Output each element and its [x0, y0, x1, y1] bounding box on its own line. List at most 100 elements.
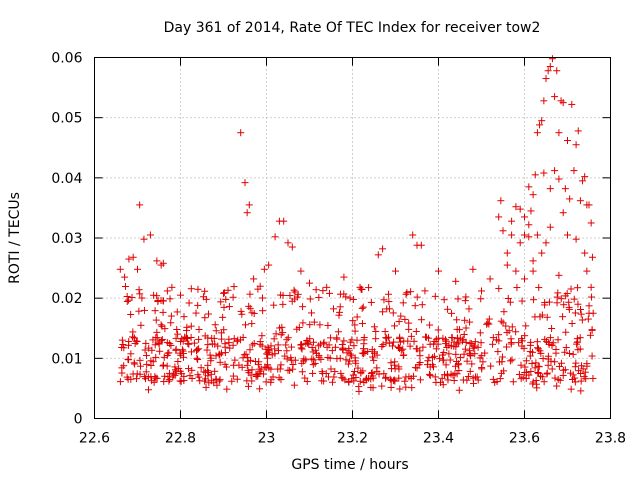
data-point — [241, 321, 249, 329]
data-point — [455, 367, 463, 375]
data-point — [204, 341, 212, 349]
data-point — [495, 285, 503, 293]
data-point — [299, 303, 307, 311]
data-point — [432, 345, 440, 353]
data-point — [183, 323, 191, 331]
data-point — [153, 328, 161, 336]
data-point — [553, 67, 561, 75]
data-point — [567, 385, 575, 393]
data-point — [146, 231, 154, 239]
data-point — [324, 321, 332, 329]
data-point — [239, 333, 247, 341]
data-point — [166, 295, 174, 303]
data-point — [542, 75, 550, 83]
data-point — [387, 359, 395, 367]
data-point — [152, 353, 160, 361]
data-point — [534, 345, 542, 353]
data-point — [500, 367, 508, 375]
data-point — [320, 340, 328, 348]
data-point — [360, 350, 368, 358]
data-point — [164, 373, 172, 381]
data-point — [512, 328, 520, 336]
data-point — [289, 361, 297, 369]
data-point — [533, 338, 541, 346]
data-point — [352, 359, 360, 367]
data-point — [254, 372, 262, 380]
data-point — [515, 339, 523, 347]
data-point — [160, 353, 168, 361]
data-point — [218, 349, 226, 357]
data-point — [367, 298, 375, 306]
data-point — [551, 374, 559, 382]
data-point — [439, 356, 447, 364]
x-tick-label: 23.6 — [509, 431, 540, 447]
data-point — [326, 354, 334, 362]
data-point — [193, 346, 201, 354]
data-point — [370, 349, 378, 357]
data-point — [342, 293, 350, 301]
data-point — [454, 334, 462, 342]
data-point — [416, 352, 424, 360]
data-point — [177, 351, 185, 359]
data-point — [453, 316, 461, 324]
data-point — [148, 346, 156, 354]
data-point — [528, 348, 536, 356]
data-point — [426, 372, 434, 380]
data-point — [516, 205, 524, 213]
data-point — [298, 368, 306, 376]
data-point — [265, 346, 273, 354]
data-point — [350, 377, 358, 385]
data-point — [348, 352, 356, 360]
data-point — [466, 351, 474, 359]
data-point — [187, 333, 195, 341]
data-point — [463, 357, 471, 365]
x-tick-label: 23.4 — [423, 431, 454, 447]
data-point — [365, 284, 373, 292]
data-point — [444, 305, 452, 313]
data-point — [312, 286, 320, 294]
data-point — [336, 303, 344, 311]
data-point — [180, 313, 188, 321]
data-point — [278, 323, 286, 331]
data-point — [157, 337, 165, 345]
data-point — [358, 304, 366, 312]
data-point — [151, 307, 159, 315]
data-point — [495, 337, 503, 345]
data-point — [120, 362, 128, 370]
data-point — [565, 303, 573, 311]
data-point — [412, 327, 420, 335]
data-point — [445, 341, 453, 349]
data-point — [494, 348, 502, 356]
data-point — [375, 370, 383, 378]
data-point — [495, 331, 503, 339]
data-point — [274, 341, 282, 349]
data-point — [566, 350, 574, 358]
data-point — [430, 352, 438, 360]
data-point — [342, 356, 350, 364]
data-point — [136, 290, 144, 298]
data-point — [529, 267, 537, 275]
data-point — [568, 100, 576, 108]
data-point — [506, 357, 514, 365]
data-point — [201, 314, 209, 322]
data-point — [316, 321, 324, 329]
data-point — [217, 298, 225, 306]
data-point — [283, 336, 291, 344]
data-point — [349, 317, 357, 325]
data-point — [277, 291, 285, 299]
y-tick-label: 0.04 — [51, 171, 82, 187]
data-point — [442, 340, 450, 348]
data-point — [559, 209, 567, 217]
data-point — [517, 361, 525, 369]
data-point — [525, 183, 533, 191]
data-point — [574, 127, 582, 135]
data-point — [164, 349, 172, 357]
data-point — [521, 213, 528, 221]
data-point — [521, 231, 528, 239]
data-point — [180, 372, 188, 380]
data-point — [548, 55, 556, 63]
data-point — [168, 283, 176, 291]
data-point — [530, 296, 538, 304]
data-point — [378, 382, 386, 390]
data-point — [160, 378, 168, 386]
